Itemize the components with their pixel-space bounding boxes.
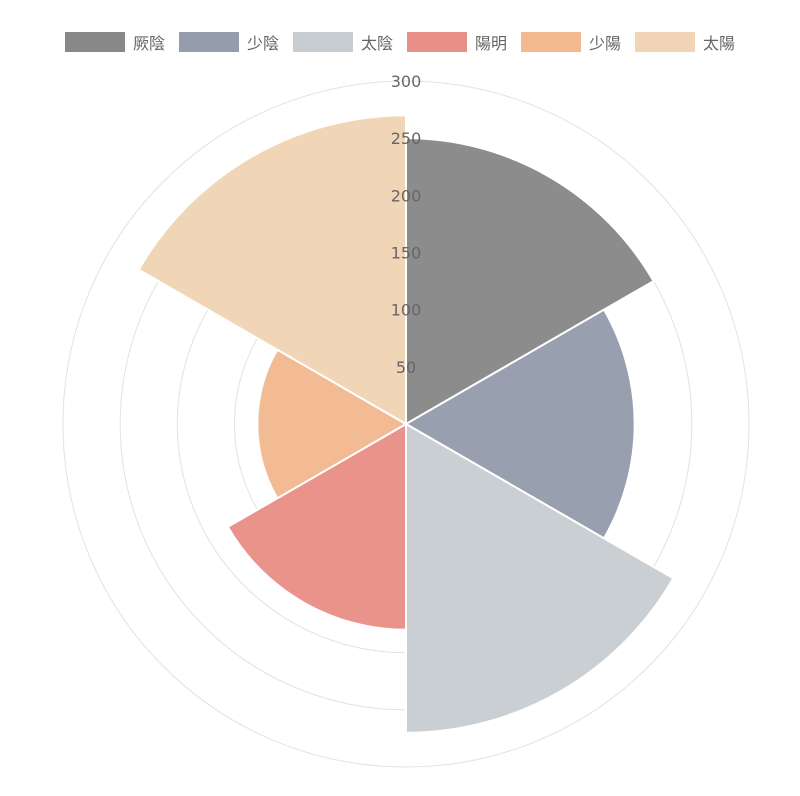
wedge-5[interactable]: [137, 114, 407, 426]
tick-label: 300: [391, 72, 422, 91]
radial-tick-labels: 50 100 150 200 250 300: [391, 72, 422, 377]
legend-label: 厥陰: [132, 34, 165, 53]
legend-item-2[interactable]: 太陰: [292, 30, 393, 54]
tick-label: 50: [396, 358, 416, 377]
legend-swatch: [521, 32, 582, 52]
wedge-0[interactable]: [405, 137, 655, 426]
legend-swatch: [407, 32, 467, 52]
tick-label: 150: [391, 244, 422, 263]
wedge-4[interactable]: [256, 348, 408, 500]
legend-item-0[interactable]: 厥陰: [64, 30, 165, 54]
wedge-1[interactable]: [403, 308, 636, 540]
legend-swatch: [178, 32, 239, 52]
wedges: [137, 114, 675, 734]
grid-ring: [62, 80, 750, 768]
legend-label: 陽明: [475, 34, 508, 53]
legend-label: 少陰: [246, 34, 279, 53]
legend-item-3[interactable]: 陽明: [407, 30, 507, 54]
wedge-2[interactable]: [405, 422, 675, 734]
tick-label: 200: [391, 186, 422, 205]
wedge-3[interactable]: [226, 422, 407, 631]
legend-item-5[interactable]: 太陽: [635, 30, 735, 54]
legend-item-1[interactable]: 少陰: [178, 30, 279, 54]
legend-swatch: [64, 32, 125, 52]
legend-label: 太陽: [703, 34, 736, 53]
tick-label: 100: [391, 301, 422, 320]
legend-swatch: [635, 32, 696, 52]
legend-label: 太陰: [360, 34, 393, 53]
legend-item-4[interactable]: 少陽: [521, 30, 621, 54]
legend-swatch: [292, 32, 353, 52]
legend-label: 少陽: [589, 34, 622, 53]
legend: 厥陰 少陰 太陰 陽明 少陽 太陽: [0, 30, 800, 54]
tick-label: 250: [391, 129, 422, 148]
